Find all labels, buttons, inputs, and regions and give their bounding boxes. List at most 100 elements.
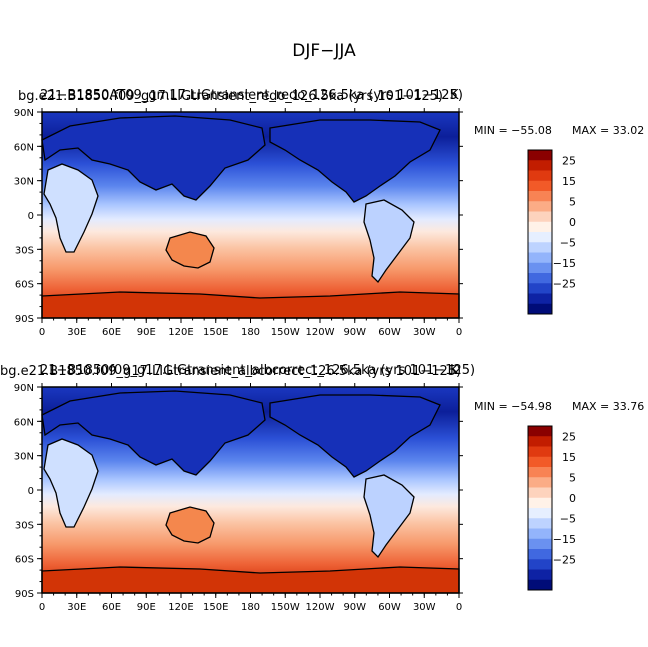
panel-1-ylabels: 90N 60N 30N 0 30S 60S 90S	[14, 108, 34, 325]
panel-1-xtick-label: 30E	[67, 327, 86, 338]
panel-1-xtick-label: 60W	[378, 327, 401, 338]
panel-1-map: 0 30E 60E 90E 120E 150E 180 150W 120W 90W 60W 30W 0 …	[14, 108, 463, 338]
panel-2-land-south-america	[363, 474, 415, 559]
panel-2-colorbar-label: 25	[562, 430, 576, 443]
panel-1-corner-label: K	[450, 88, 459, 103]
panel-1-land-australia	[165, 231, 215, 269]
panel-1-colorbar-label: −5	[560, 236, 576, 249]
panel-1-land-africa	[43, 163, 99, 253]
panel-2-colorbar-segment	[528, 508, 552, 519]
panel-2-ylabels: 90N 60N 30N 0 30S 60S 90S	[14, 383, 34, 600]
panel-2-colorbar-segment	[528, 528, 552, 540]
panel-2-ytick-label: 90N	[14, 383, 34, 394]
panel-2-colorbar	[527, 425, 553, 591]
panel-1-colorbar-segment	[528, 273, 552, 284]
panel-1-land-north-america	[269, 119, 441, 203]
panel-2-land-africa	[43, 438, 99, 528]
panel-2-ytick-label: 30N	[14, 452, 34, 463]
panel-2-xtick-label: 90W	[343, 602, 366, 613]
panel-2-colorbar-label: −15	[553, 533, 576, 546]
panel-1-land-south-america	[363, 199, 415, 284]
panel-1-xtick-label: 90W	[343, 327, 366, 338]
panel-1-ytick-label: 30N	[14, 177, 34, 188]
panel-1-colorbar-label: −15	[553, 257, 576, 270]
panel-1-colorbar-label: −25	[553, 277, 576, 290]
panel-2-xtick-label: 60E	[102, 602, 121, 613]
panel-2-colorbar-segment	[528, 446, 552, 458]
panel-2-colorbar-segment	[528, 538, 552, 550]
panel-2-colorbar-frame	[527, 425, 553, 591]
panel-2-ytick-label: 30S	[15, 520, 34, 531]
panel-2-land-europe-asia	[41, 390, 266, 476]
panel-2-colorbar-segment	[528, 436, 552, 447]
panel-2-colorbar-segment	[528, 467, 552, 478]
panel-2-colorbar-segment	[528, 426, 552, 437]
panel-2-xtick-label: 30W	[413, 602, 436, 613]
panel-2-colorbar-segment	[528, 559, 552, 570]
panel-2-colorbar-segment	[528, 487, 552, 499]
panel-1-xlabels: 0 30E 60E 90E 120E 150E 180 150W 120W 90W 60W 30W 0	[39, 327, 462, 338]
panel-1-colorbar-segment	[528, 303, 552, 315]
panel-1-colorbar-segment	[528, 262, 552, 274]
panel-2-xtick-label: 120E	[168, 602, 193, 613]
panel-1-colorbar-segment	[528, 201, 552, 212]
panel-2-xtick-label: 150E	[203, 602, 228, 613]
panel-1-ytick-label: 90N	[14, 108, 34, 119]
panel-2-colorbar-label: 0	[569, 492, 576, 505]
panel-1-colorbar	[527, 149, 553, 315]
panel-1-continents	[41, 115, 460, 319]
panel-2-continents	[41, 390, 460, 594]
panel-2-xlabels: 0 30E 60E 90E 120E 150E 180 150W 120W 90W 60W 30W 0	[39, 602, 462, 613]
panel-1-colorbar-segment	[528, 242, 552, 253]
panel-2-ticks	[37, 383, 463, 598]
panel-2-xtick-label: 0	[39, 602, 45, 613]
panel-2-xtick-label: 60W	[378, 602, 401, 613]
panel-2-land-north-america	[269, 394, 441, 478]
panel-2-land-australia	[165, 506, 215, 544]
panel-2-xtick-label: 90E	[137, 602, 156, 613]
panel-1-land-europe-asia	[41, 115, 266, 201]
panel-2-xtick-label: 30E	[67, 602, 86, 613]
panel-1-xtick-label: 120E	[168, 327, 193, 338]
panel-2-colorbar-segment	[528, 456, 552, 468]
panel-2-colorbar-segment	[528, 569, 552, 581]
panel-2-ytick-label: 0	[28, 486, 34, 497]
panel-2-corner-label: K	[450, 363, 459, 378]
panel-2-ytick-label: 60S	[15, 555, 34, 566]
panel-1-colorbar-segment	[528, 293, 552, 305]
panel-1-ytick-label: 60N	[14, 142, 34, 153]
panel-1-colorbar-segment	[528, 150, 552, 161]
panel-1-colorbar-frame	[527, 149, 553, 315]
panel-1-colorbar-segment	[528, 283, 552, 294]
panel-2-colorbar-segment	[528, 477, 552, 488]
panel-1: bg.e21.B1850.f09_g17.LIGtransient_redo_1…	[14, 88, 644, 338]
panel-1-colorbar-segment	[528, 160, 552, 171]
panel-1-xtick-label: 60E	[102, 327, 121, 338]
panel-1-colorbar-label: 0	[569, 216, 576, 229]
panel-1-xtick-label: 150E	[203, 327, 228, 338]
panel-1-xtick-label: 0	[456, 327, 462, 338]
panel-1-colorbar-label: 5	[569, 195, 576, 208]
panel-2-map: 0 30E 60E 90E 120E 150E 180 150W 120W 90W 60W 30W 0 …	[14, 383, 463, 613]
panel-1-ytick-label: 30S	[15, 245, 34, 256]
figure-title: DJF−JJA	[292, 41, 356, 61]
panel-1-xtick-label: 30W	[413, 327, 436, 338]
panel-2-colorbar-label: −25	[553, 553, 576, 566]
panel-2-xtick-label: 180	[241, 602, 260, 613]
panel-2-ytick-label: 60N	[14, 417, 34, 428]
panel-2-title: bg.e21.B1850.f09_g17.LIGtransient_albcor…	[0, 364, 461, 379]
panel-2-colorbar-segment	[528, 549, 552, 560]
panel-1-colorbar-segment	[528, 221, 552, 233]
panel-1-colorbar-label: 25	[562, 154, 576, 167]
panel-1-ytick-label: 90S	[15, 314, 34, 325]
panel-2-colorbar-label: −5	[560, 512, 576, 525]
panel-2: bg.e21.B1850.f09_g17.LIGtransient_albcor…	[0, 363, 644, 613]
panel-1-min-label: MIN = −55.08	[474, 124, 552, 137]
panel-2-title-overlay: 21−B1850f09_g17.LIGtransient_albcorrect_…	[40, 363, 475, 378]
panel-1-max-label: MAX = 33.02	[572, 124, 644, 137]
panel-1-xtick-label: 120W	[306, 327, 335, 338]
panel-2-max-label: MAX = 33.76	[572, 400, 644, 413]
panel-1-xtick-label: 90E	[137, 327, 156, 338]
panel-1-ticks	[37, 108, 463, 323]
